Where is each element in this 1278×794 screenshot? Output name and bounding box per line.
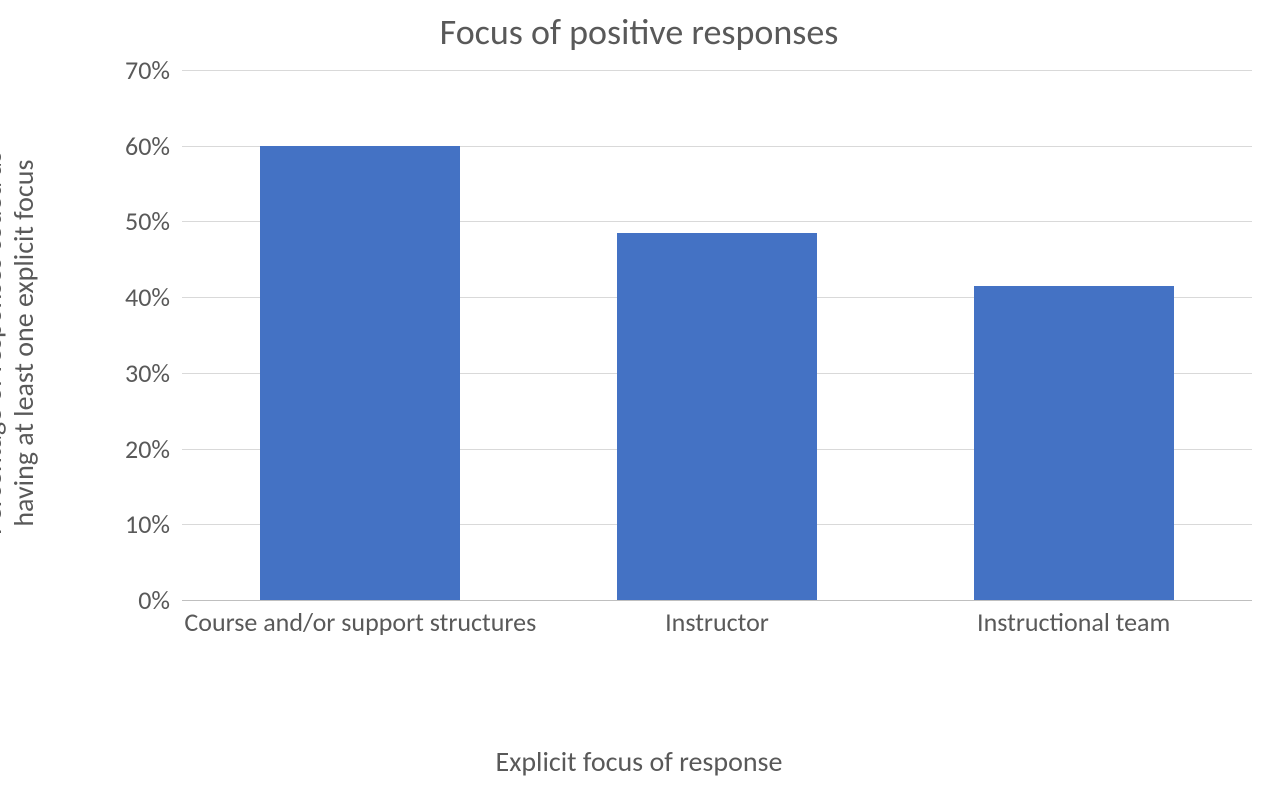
bar-chart: Focus of positive responses Percentage o… <box>0 0 1278 794</box>
y-tick-label: 10% <box>125 508 182 540</box>
y-tick-label: 30% <box>125 357 182 389</box>
category-label: Course and/or support structures <box>182 600 539 638</box>
category-label: Instructor <box>539 600 896 638</box>
y-tick-label: 20% <box>125 433 182 465</box>
y-tick-label: 0% <box>138 584 182 616</box>
category-label: Instructional team <box>895 600 1252 638</box>
y-tick-label: 40% <box>125 281 182 313</box>
bar <box>260 146 460 600</box>
chart-title: Focus of positive responses <box>0 10 1278 54</box>
bar <box>974 286 1174 600</box>
x-axis-title: Explicit focus of response <box>0 744 1278 779</box>
y-axis-title: Percentage of responses coded as having … <box>0 151 40 535</box>
y-tick-label: 50% <box>125 205 182 237</box>
gridline <box>182 70 1252 71</box>
bar <box>617 233 817 600</box>
y-tick-label: 60% <box>125 130 182 162</box>
y-tick-label: 70% <box>125 54 182 86</box>
plot-area: 0%10%20%30%40%50%60%70%Course and/or sup… <box>182 70 1252 600</box>
